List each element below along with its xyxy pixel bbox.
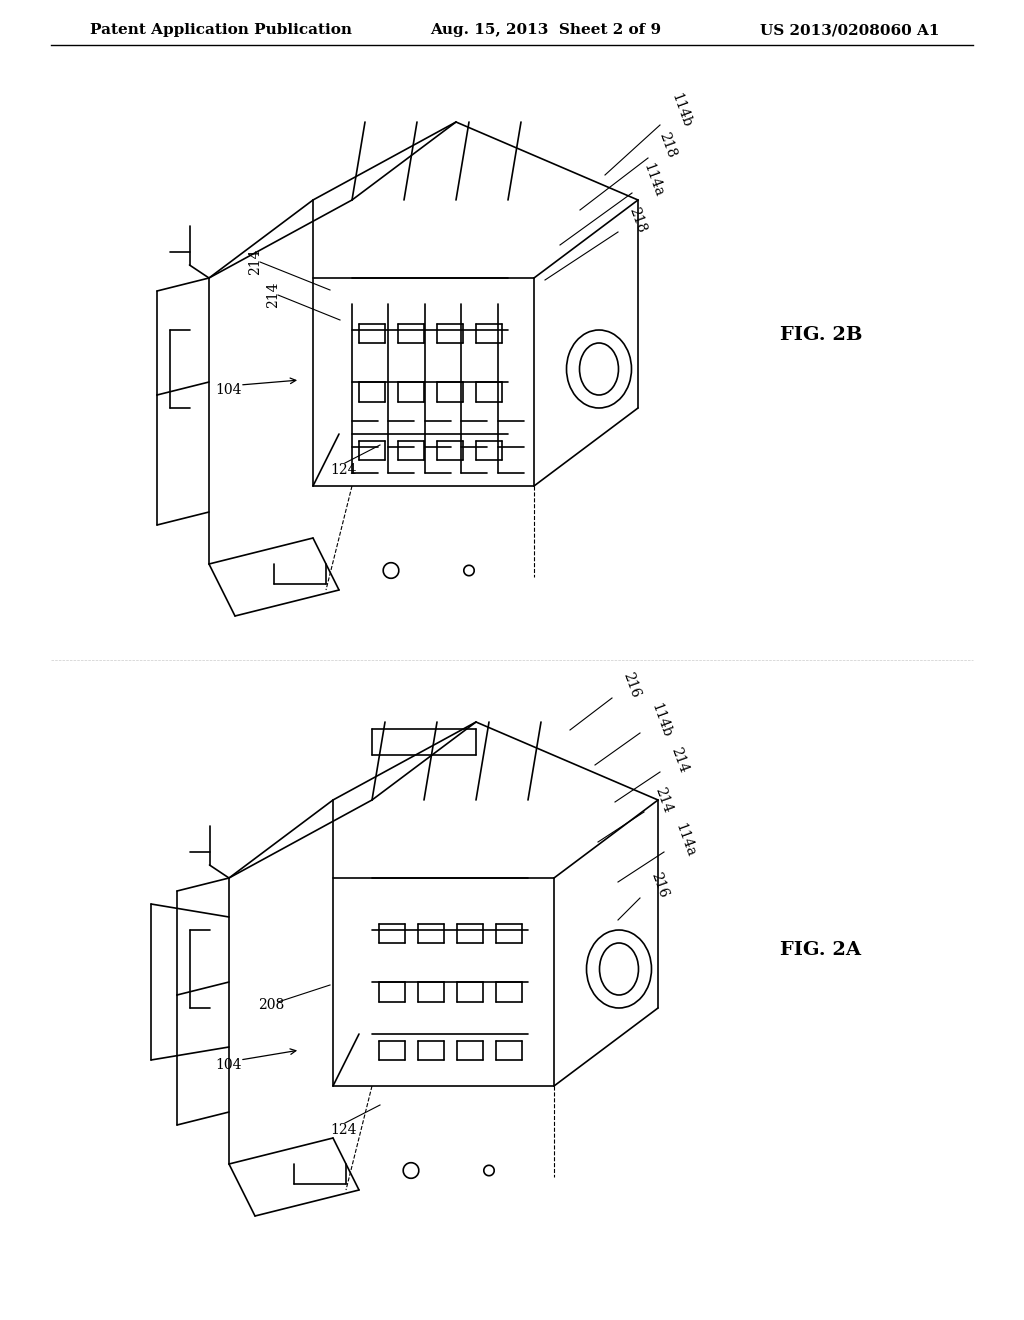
Text: Patent Application Publication: Patent Application Publication bbox=[90, 22, 352, 37]
Text: 218: 218 bbox=[626, 205, 648, 235]
Text: 124: 124 bbox=[330, 463, 356, 477]
Text: 214: 214 bbox=[652, 785, 674, 814]
Text: 114b: 114b bbox=[668, 91, 693, 129]
Text: 214: 214 bbox=[266, 281, 280, 309]
Text: 104: 104 bbox=[215, 1059, 242, 1072]
Text: 214: 214 bbox=[248, 248, 262, 276]
Text: FIG. 2A: FIG. 2A bbox=[780, 941, 861, 960]
Text: FIG. 2B: FIG. 2B bbox=[780, 326, 862, 345]
Text: 216: 216 bbox=[620, 671, 642, 700]
Text: 114a: 114a bbox=[640, 161, 666, 199]
Text: 208: 208 bbox=[258, 998, 285, 1012]
Text: 114a: 114a bbox=[672, 821, 697, 859]
Text: 216: 216 bbox=[648, 870, 670, 900]
Text: 124: 124 bbox=[330, 1123, 356, 1137]
Text: 114b: 114b bbox=[648, 701, 674, 739]
Text: Aug. 15, 2013  Sheet 2 of 9: Aug. 15, 2013 Sheet 2 of 9 bbox=[430, 22, 662, 37]
Text: 218: 218 bbox=[656, 131, 678, 160]
Text: US 2013/0208060 A1: US 2013/0208060 A1 bbox=[760, 22, 939, 37]
Text: 214: 214 bbox=[668, 746, 690, 775]
Text: 104: 104 bbox=[215, 383, 242, 397]
